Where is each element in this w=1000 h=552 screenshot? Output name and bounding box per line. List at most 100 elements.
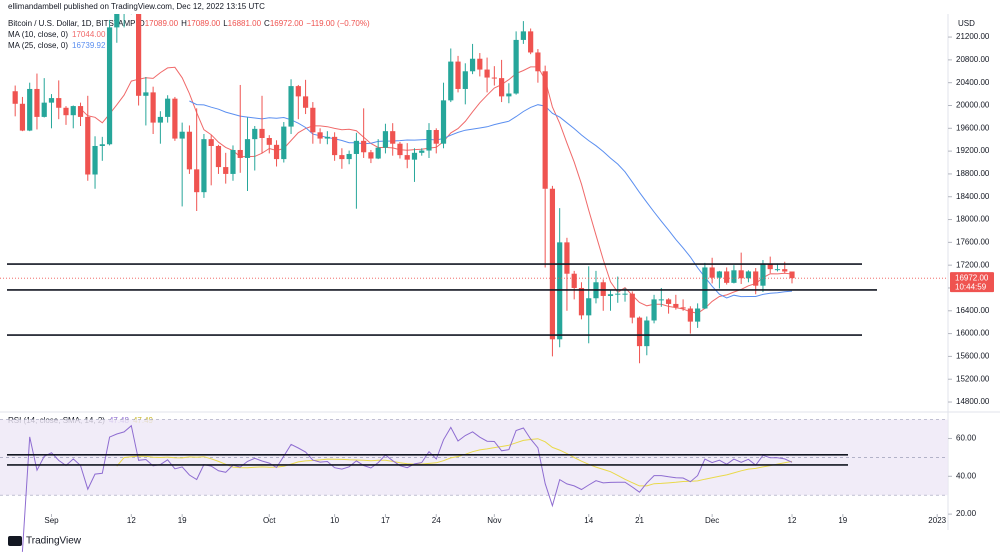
candle-body [70, 106, 76, 116]
candle-body [332, 136, 338, 156]
candle-body [455, 61, 461, 89]
candle-body [651, 299, 657, 321]
rsi-y-tick-label: 40.00 [956, 471, 977, 480]
candle-body [738, 270, 744, 279]
x-tick-label: 2023 [928, 516, 946, 525]
candle-body [150, 92, 156, 123]
candle-body [789, 271, 795, 279]
ma25-name: MA (25, close, 0) [8, 41, 68, 50]
candle-body [302, 96, 309, 108]
candle-body [201, 139, 207, 193]
candle-body [636, 317, 643, 347]
y-tick-label: 19200.00 [956, 146, 990, 155]
c-key: C [264, 19, 270, 28]
y-tick-label: 18800.00 [956, 169, 990, 178]
candle-body [448, 61, 454, 101]
o-key: O [138, 19, 144, 28]
candle-body [709, 267, 715, 278]
candle-body [114, 14, 120, 28]
y-tick-label: 17200.00 [956, 260, 990, 269]
candle-body [230, 149, 236, 174]
candle-body [382, 131, 389, 148]
candle-body [99, 144, 105, 146]
y-tick-label: 19600.00 [956, 123, 990, 132]
candle-body [658, 299, 664, 301]
x-tick-label: Sep [44, 516, 59, 525]
candle-body [324, 136, 330, 139]
y-tick-label: 17600.00 [956, 237, 990, 246]
candle-body [186, 131, 193, 170]
candle-body [310, 107, 316, 133]
candle-body [266, 137, 272, 145]
candle-body [19, 103, 26, 131]
rsi-y-tick-label: 60.00 [956, 434, 977, 443]
candle-body [702, 267, 708, 309]
candle-body [731, 270, 737, 283]
candle-body [27, 88, 33, 131]
header: ellimandambell published on TradingView.… [8, 2, 265, 11]
candle-body [106, 27, 113, 145]
candle-body [629, 293, 635, 318]
candle-body [644, 320, 650, 347]
o-val: 17089.00 [145, 19, 179, 28]
ma25-legend: MA (25, close, 0) 16739.92 [8, 41, 106, 50]
last-price-label: 16972.00 [955, 273, 989, 282]
candle-body [491, 77, 497, 79]
candle-body [615, 293, 621, 295]
candle-body [586, 298, 592, 316]
candle-body [317, 132, 323, 139]
candle-body [56, 98, 62, 108]
candle-body [194, 169, 200, 193]
candle-body [499, 78, 505, 97]
candle-body [535, 52, 541, 72]
candle-body [34, 88, 40, 117]
candle-body [433, 130, 439, 144]
candle-body [440, 100, 447, 144]
candle-body [782, 269, 788, 272]
candle-body [208, 139, 214, 146]
candle-body [353, 140, 359, 154]
currency: USD [958, 19, 975, 28]
y-tick-label: 15200.00 [956, 374, 990, 383]
candle-body [687, 308, 693, 322]
candle-body [143, 92, 149, 96]
candle-body [223, 167, 229, 174]
candle-body [695, 308, 701, 322]
candle-body [520, 31, 526, 40]
ma10-name: MA (10, close, 0) [8, 30, 68, 39]
candle-body [665, 299, 672, 304]
candle-body [513, 39, 519, 94]
brand: TradingView [8, 536, 82, 547]
candle-body [63, 107, 69, 116]
candle-body [273, 144, 280, 160]
candle-body [774, 269, 781, 271]
candle-body [259, 128, 265, 138]
candle-body [244, 139, 251, 158]
last-price-box [950, 272, 994, 293]
candle-body [165, 98, 171, 117]
candle-body [724, 271, 730, 283]
candle-body [680, 307, 686, 309]
x-tick-label: 17 [381, 516, 390, 525]
candle-body [157, 116, 163, 123]
x-tick-label: 14 [584, 516, 593, 525]
ma10-value: 17044.00 [72, 30, 106, 39]
x-tick-label: 19 [838, 516, 847, 525]
candle-body [237, 149, 243, 158]
candle-body [172, 98, 178, 139]
x-tick-label: 24 [432, 516, 441, 525]
h-key: H [181, 19, 187, 28]
candle-body [600, 282, 606, 296]
y-tick-label: 20400.00 [956, 78, 990, 87]
candle-body [426, 130, 432, 151]
candle-body [557, 242, 563, 340]
symbol: Bitcoin / U.S. Dollar, 1D, BITSTAMP [8, 19, 135, 28]
candle-body [564, 242, 570, 274]
countdown: 10:44:59 [955, 282, 987, 291]
candle-body [136, 14, 142, 96]
y-tick-label: 18000.00 [956, 215, 990, 224]
candle-body [295, 86, 301, 97]
l-key: L [223, 19, 228, 28]
candle-body [484, 69, 490, 78]
candle-body [41, 102, 47, 117]
